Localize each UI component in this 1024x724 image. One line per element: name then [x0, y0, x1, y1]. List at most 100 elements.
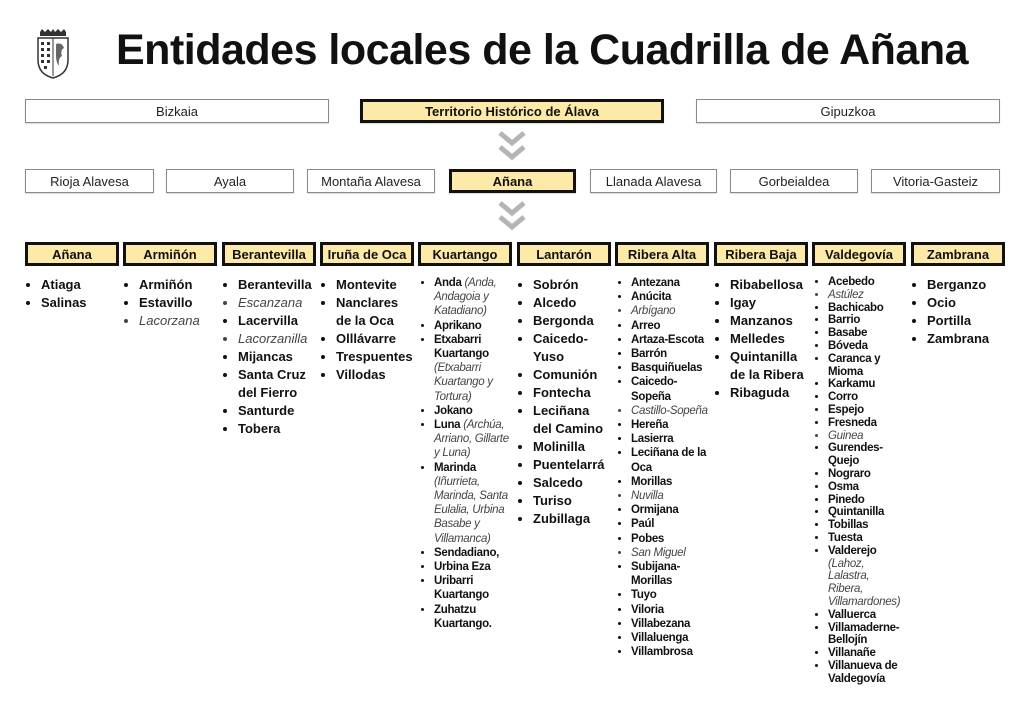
entity-name: Trespuentes: [336, 349, 413, 364]
entity-name: Atiaga: [41, 277, 81, 292]
entity-name: Portilla: [927, 313, 972, 328]
list-item: San Miguel: [631, 546, 709, 560]
municipality-column: Armiñón Armiñón Estavillo Lacorzana: [123, 242, 217, 330]
entity-name: Berantevilla: [238, 277, 312, 292]
entity-name: Fresneda: [828, 416, 877, 429]
cuadrilla-vitoria-gasteiz: Vitoria-Gasteiz: [871, 169, 1000, 193]
entity-name: Barrio: [828, 314, 861, 327]
entity-list: AcebedoAstúlezBachicaboBarrioBasabeBóved…: [812, 276, 906, 686]
list-item: Uribarri Kuartango: [434, 574, 512, 602]
list-item: Trespuentes: [336, 348, 414, 366]
list-item: Lacorzana: [139, 312, 217, 330]
municipality-column: Iruña de Oca Montevite Nanclares de la Oca…: [320, 242, 414, 384]
list-item: Valluerca: [828, 609, 906, 622]
entity-name: Luna: [434, 419, 461, 432]
entity-name: Tobera: [238, 421, 281, 436]
list-item: Pobes: [631, 532, 709, 546]
list-item: Artaza-Escota: [631, 333, 709, 347]
list-item: Etxabarri Kuartango (Etxabarri Kuartango…: [434, 333, 512, 404]
entity-name: Ormijana: [631, 504, 679, 517]
list-item: Tobillas: [828, 519, 906, 532]
entity-note: (Iñurrieta, Marinda, Santa Eulalia, Urbi…: [434, 475, 508, 545]
list-item: Acebedo: [828, 276, 906, 289]
municipality-header: Zambrana: [911, 242, 1005, 266]
entity-name: Villaluenga: [631, 632, 689, 645]
entity-name: Pinedo: [828, 493, 865, 506]
municipality-header: Valdegovía: [812, 242, 906, 266]
municipality-header: Lantarón: [517, 242, 611, 266]
entity-name: Mijancas: [238, 349, 293, 364]
entity-name: Quintanilla: [828, 506, 885, 519]
entity-name: Viloria: [631, 603, 664, 616]
list-item: Lacorzanilla: [238, 330, 316, 348]
list-item: Caranca y Mioma: [828, 353, 906, 379]
list-item: Astúlez: [828, 289, 906, 302]
list-item: Villaluenga: [631, 631, 709, 645]
list-item: Ribabellosa: [730, 276, 808, 294]
cuadrilla-anana: Añana: [449, 169, 576, 193]
entity-name: Nograro: [828, 467, 871, 480]
municipality-header: Iruña de Oca: [320, 242, 414, 266]
list-item: Quintanilla de la Ribera: [730, 348, 808, 384]
municipality-column: Kuartango Anda (Anda, Andagoia y Katadian…: [418, 242, 512, 631]
list-item: Turiso: [533, 492, 611, 510]
list-item: Portilla: [927, 312, 1005, 330]
list-item: Estavillo: [139, 294, 217, 312]
entity-name: Castillo-Sopeña: [631, 404, 708, 417]
entity-name: Etxabarri Kuartango: [434, 333, 489, 361]
entity-name: Berganzo: [927, 277, 987, 292]
list-item: Molinilla: [533, 438, 611, 456]
list-item: Villodas: [336, 366, 414, 384]
entity-name: Astúlez: [828, 288, 864, 301]
entity-name: Manzanos: [730, 313, 793, 328]
list-item: Ribaguda: [730, 384, 808, 402]
entity-name: Villabezana: [631, 617, 691, 630]
list-item: Bóveda: [828, 340, 906, 353]
double-chevron-down-icon: [498, 201, 526, 231]
entity-name: Caicedo-Yuso: [533, 331, 588, 364]
municipality-header: Armiñón: [123, 242, 217, 266]
entity-name: Hereña: [631, 419, 669, 432]
entity-name: Osma: [828, 480, 859, 493]
list-item: Alcedo: [533, 294, 611, 312]
entity-name: Morillas: [631, 475, 673, 488]
list-item: Osma: [828, 481, 906, 494]
coat-of-arms-logo: [37, 29, 69, 79]
cuadrilla-rioja-alavesa: Rioja Alavesa: [25, 169, 154, 193]
entity-list: Armiñón Estavillo Lacorzana: [123, 276, 217, 330]
entity-name: Paúl: [631, 518, 655, 531]
entity-name: Caranca y Mioma: [828, 352, 881, 378]
list-item: Morillas: [631, 475, 709, 489]
entity-note: (Etxabarri Kuartango y Tortura): [434, 362, 493, 403]
cuadrilla-montana-alavesa: Montaña Alavesa: [307, 169, 435, 193]
list-item: Valderejo (Lahoz, Lalastra, Ribera, Vill…: [828, 545, 906, 609]
list-item: Ocio: [927, 294, 1005, 312]
entity-list: Berantevilla Escanzana Lacervilla Lacorzani…: [222, 276, 316, 438]
entity-name: Sobrón: [533, 277, 579, 292]
municipality-column: Zambrana Berganzo Ocio Portilla Zambrana: [911, 242, 1005, 348]
list-item: Melledes: [730, 330, 808, 348]
entity-name: Marinda: [434, 461, 476, 474]
entity-name: Anúcita: [631, 291, 672, 304]
list-item: Sendadiano,: [434, 546, 512, 560]
list-item: Lasierra: [631, 432, 709, 446]
entity-name: Acebedo: [828, 276, 875, 288]
entity-name: Tuesta: [828, 531, 863, 544]
entity-name: Ocio: [927, 295, 956, 310]
cuadrilla-gorbeialdea: Gorbeialdea: [730, 169, 858, 193]
list-item: Puentelarrá: [533, 456, 611, 474]
list-item: Sobrón: [533, 276, 611, 294]
entity-name: Montevite: [336, 277, 397, 292]
entity-name: Valderejo: [828, 544, 877, 557]
entity-name: Quintanilla de la Ribera: [730, 349, 804, 382]
province-gipuzkoa: Gipuzkoa: [696, 99, 1000, 123]
list-item: Igay: [730, 294, 808, 312]
entity-name: Lacorzanilla: [238, 331, 308, 346]
list-item: Olllávarre: [336, 330, 414, 348]
entity-name: Anda: [434, 277, 462, 289]
entity-name: Pobes: [631, 532, 665, 545]
entity-list: Ribabellosa Igay Manzanos Melledes Quintanil…: [714, 276, 808, 402]
entity-note: (Anda, Andagoia y Katadiano): [434, 277, 497, 318]
list-item: Castillo-Sopeña: [631, 404, 709, 418]
